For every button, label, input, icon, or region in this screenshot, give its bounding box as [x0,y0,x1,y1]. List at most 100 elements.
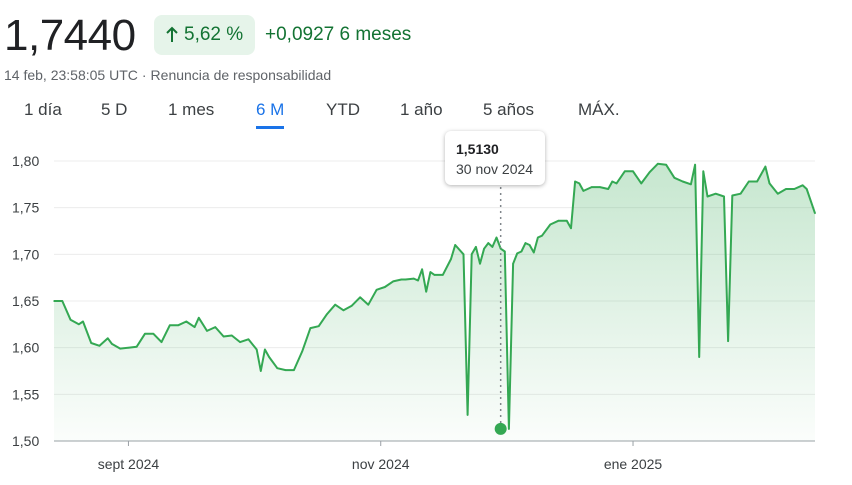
data-point [508,428,510,430]
tab-ytd[interactable]: YTD [326,100,360,119]
data-point [727,340,729,342]
data-point [512,262,514,265]
data-point [657,163,659,165]
arrow-up-icon [166,26,178,42]
data-point [61,300,64,302]
x-tick-label: nov 2024 [352,456,410,472]
data-point [342,309,345,312]
data-point [82,320,84,323]
data-point [665,163,667,166]
data-point [185,320,188,323]
data-point [483,247,485,250]
data-point [98,345,101,347]
tab-6-months[interactable]: 6 M [256,96,285,129]
data-point [268,356,270,358]
data-point [222,335,225,338]
data-point [144,332,146,335]
data-point [206,330,208,332]
data-point [413,277,415,280]
data-point [537,236,539,239]
data-point [384,286,386,288]
data-point [239,341,241,343]
data-point [777,192,779,195]
change-percent-badge: 5,62 % [154,15,256,55]
data-point [264,348,266,351]
data-point [276,367,279,370]
data-point [590,186,593,188]
y-tick-label: 1,55 [12,386,39,402]
data-point [632,170,634,173]
data-point [450,258,452,260]
data-point [417,279,419,282]
data-point [487,242,490,244]
data-point [673,177,676,179]
data-point [549,223,552,226]
data-point [135,345,138,348]
data-point [309,327,312,329]
data-point [392,280,394,283]
data-point [317,325,320,328]
data-point [805,188,808,190]
price-area-fill [54,163,815,442]
data-point [466,414,469,416]
tab-1-day[interactable]: 1 día [24,100,62,119]
tab-5-years[interactable]: 5 años [483,100,535,119]
data-point [640,182,643,185]
data-point [541,234,543,237]
tab-1-month[interactable]: 1 mes [168,100,215,119]
separator-dot: · [141,67,147,83]
data-point [557,219,560,222]
data-point [504,250,506,253]
data-point [748,180,750,183]
data-point [367,303,370,306]
tab-max[interactable]: MÁX. [578,100,620,119]
data-point [706,195,709,198]
y-tick-label: 1,75 [12,200,39,216]
y-tick-label: 1,65 [12,293,39,309]
data-point [359,296,361,299]
x-tick-label: sept 2024 [98,456,160,472]
data-point [516,252,518,255]
x-tick-label: ene 2025 [604,456,663,472]
data-point [107,337,109,340]
disclaimer-link[interactable]: Renuncia de responsabilidad [150,67,332,83]
data-point [177,324,179,327]
data-point [768,182,771,185]
tab-1-year[interactable]: 1 año [400,100,443,119]
data-point [119,347,121,350]
data-point [574,180,576,183]
tab-5-days[interactable]: 5 D [101,100,128,119]
y-axis: 1,50 1,55 1,60 1,65 1,70 1,75 1,80 [12,153,39,449]
data-point [454,244,457,246]
data-point [607,188,609,190]
change-absolute: +0,0927 [265,24,335,45]
tooltip-value: 1,5130 [456,141,499,157]
data-point [764,165,767,168]
tooltip-date: 30 nov 2024 [456,161,534,177]
data-point [169,324,171,327]
data-point [739,192,742,195]
data-point [533,251,535,254]
data-point [160,341,163,343]
data-points [53,163,816,430]
data-point [247,338,250,341]
data-point [520,250,523,253]
data-point [756,180,758,183]
data-point [111,343,113,345]
data-point [694,163,696,166]
data-point [260,370,262,372]
data-point [421,268,423,271]
data-point [814,212,816,215]
data-point [152,332,155,335]
data-point [404,278,407,281]
data-point [723,195,725,198]
data-point [801,184,804,187]
data-point [90,342,92,344]
change-period: 6 meses [339,24,412,45]
data-point [681,180,684,183]
data-point [429,271,432,273]
data-point [648,171,651,173]
data-point [615,182,618,185]
data-point [599,186,601,188]
